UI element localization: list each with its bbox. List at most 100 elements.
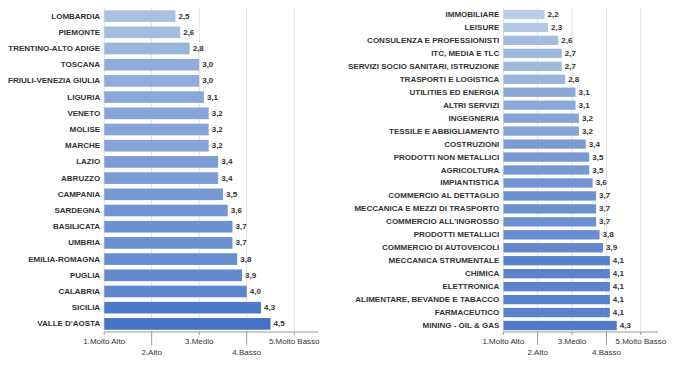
data-label: 3,4 bbox=[221, 157, 233, 166]
bar bbox=[104, 302, 261, 314]
category-label: UTILITIES ED ENERGIA bbox=[409, 88, 499, 97]
data-label: 2,5 bbox=[178, 12, 190, 21]
x-axis-line bbox=[503, 332, 658, 333]
grid-line bbox=[246, 8, 247, 332]
data-label: 3,6 bbox=[596, 178, 608, 187]
bar bbox=[104, 253, 237, 265]
tick-mark bbox=[151, 332, 152, 345]
bar bbox=[104, 43, 190, 55]
grid-line bbox=[104, 8, 105, 332]
data-label: 3,2 bbox=[582, 127, 594, 136]
bar bbox=[503, 113, 579, 122]
category-label: FRIULI-VENEZIA GIULIA bbox=[8, 76, 100, 85]
bar bbox=[104, 26, 180, 38]
bar bbox=[104, 107, 209, 119]
bar bbox=[104, 318, 270, 330]
bar bbox=[104, 188, 223, 200]
bar bbox=[104, 124, 209, 136]
category-label: CALABRIA bbox=[58, 287, 100, 296]
data-label: 2,6 bbox=[561, 36, 573, 45]
data-label: 3,4 bbox=[589, 140, 601, 149]
bar bbox=[503, 295, 610, 304]
category-label: AGRICOLTURA bbox=[441, 166, 500, 175]
bar bbox=[503, 191, 596, 200]
data-label: 3,5 bbox=[226, 190, 238, 199]
data-label: 4,3 bbox=[264, 303, 276, 312]
grid-line bbox=[294, 8, 295, 332]
data-label: 3,7 bbox=[599, 191, 611, 200]
data-label: 3,7 bbox=[599, 217, 611, 226]
tick-mark bbox=[199, 332, 200, 335]
tick-mark bbox=[572, 332, 573, 335]
category-label: ITC, MEDIA E TLC bbox=[431, 49, 499, 58]
bar bbox=[503, 321, 616, 330]
category-label: ELETTRONICA bbox=[442, 282, 499, 291]
bar bbox=[503, 204, 596, 213]
category-labels: IMMOBILIARE LEISURE CONSULENZA E PROFESSIO… bbox=[348, 10, 500, 330]
data-label: 3,1 bbox=[578, 101, 590, 110]
category-label: VENETO bbox=[67, 109, 100, 118]
tick-label: 2.Alto bbox=[141, 348, 162, 357]
tick-mark bbox=[606, 332, 607, 345]
bar bbox=[503, 243, 603, 252]
category-label: COMMERCIO ALL'INGROSSO bbox=[386, 217, 499, 226]
tick-label: 2.Alto bbox=[527, 348, 548, 357]
data-label: 4,0 bbox=[250, 287, 262, 296]
tick-mark bbox=[537, 332, 538, 345]
category-label: FARMACEUTICO bbox=[435, 308, 499, 317]
tick-label: 1.Molto Alto bbox=[83, 337, 125, 346]
category-label: BASILICATA bbox=[53, 222, 100, 231]
category-label: MECCANICA E MEZZI DI TRASPORTO bbox=[354, 204, 499, 213]
data-label: 3,2 bbox=[212, 109, 224, 118]
data-label: 2,7 bbox=[565, 49, 577, 58]
tick-label: 5.Molto Basso bbox=[269, 337, 320, 346]
category-label: INGEGNERIA bbox=[449, 114, 500, 123]
data-label: 4,1 bbox=[613, 256, 625, 265]
category-label: CHIMICA bbox=[465, 269, 499, 278]
category-label: PUGLIA bbox=[70, 271, 100, 280]
data-label: 4,1 bbox=[613, 308, 625, 317]
category-label: LAZIO bbox=[76, 157, 100, 166]
data-label: 3,7 bbox=[599, 204, 611, 213]
category-label: TESSILE E ABBIGLIAMENTO bbox=[389, 127, 499, 136]
bar bbox=[503, 75, 565, 84]
data-label: 3,0 bbox=[202, 76, 214, 85]
grid bbox=[503, 8, 641, 332]
bar bbox=[503, 282, 610, 291]
data-label: 3,6 bbox=[231, 206, 243, 215]
category-label: ABRUZZO bbox=[61, 174, 100, 183]
category-label: LEISURE bbox=[465, 23, 500, 32]
category-label: SERVIZI SOCIO SANITARI, ISTRUZIONE bbox=[348, 62, 500, 71]
category-label: PIEMONTE bbox=[58, 28, 100, 37]
grid-line bbox=[151, 8, 152, 332]
bar bbox=[104, 59, 199, 71]
grid-line bbox=[199, 8, 200, 332]
x-ticks: 1.Molto Alto2.Alto3.Medio4.Basso5.Molto … bbox=[482, 332, 666, 357]
bar bbox=[503, 126, 579, 135]
bar bbox=[104, 156, 218, 168]
tick-mark bbox=[246, 332, 247, 345]
bar bbox=[104, 221, 232, 233]
category-label: VALLE D'AOSTA bbox=[37, 319, 100, 328]
bar bbox=[503, 23, 548, 32]
category-label: MINING - OIL & GAS bbox=[423, 321, 500, 330]
tick-mark bbox=[640, 332, 641, 335]
bar bbox=[104, 269, 242, 281]
data-label: 3,9 bbox=[606, 243, 618, 252]
category-label: CONSULENZA E PROFESSIONISTI bbox=[367, 36, 499, 45]
category-label: IMMOBILIARE bbox=[446, 10, 500, 19]
data-label: 3,9 bbox=[245, 271, 257, 280]
bar bbox=[104, 205, 228, 217]
data-label: 2,3 bbox=[551, 23, 563, 32]
category-label: COMMERCIO DI AUTOVEICOLI bbox=[382, 243, 499, 252]
bar bbox=[503, 308, 610, 317]
category-label: IMPIANTISTICA bbox=[440, 178, 499, 187]
data-label: 3,7 bbox=[235, 238, 247, 247]
bar bbox=[104, 10, 175, 22]
tick-label: 3.Medio bbox=[185, 337, 214, 346]
data-label: 2,2 bbox=[548, 10, 560, 19]
tick-label: 1.Molto Alto bbox=[482, 337, 524, 346]
category-label: SICILIA bbox=[72, 303, 101, 312]
tick-label: 3.Medio bbox=[558, 337, 587, 346]
bar bbox=[104, 286, 247, 298]
